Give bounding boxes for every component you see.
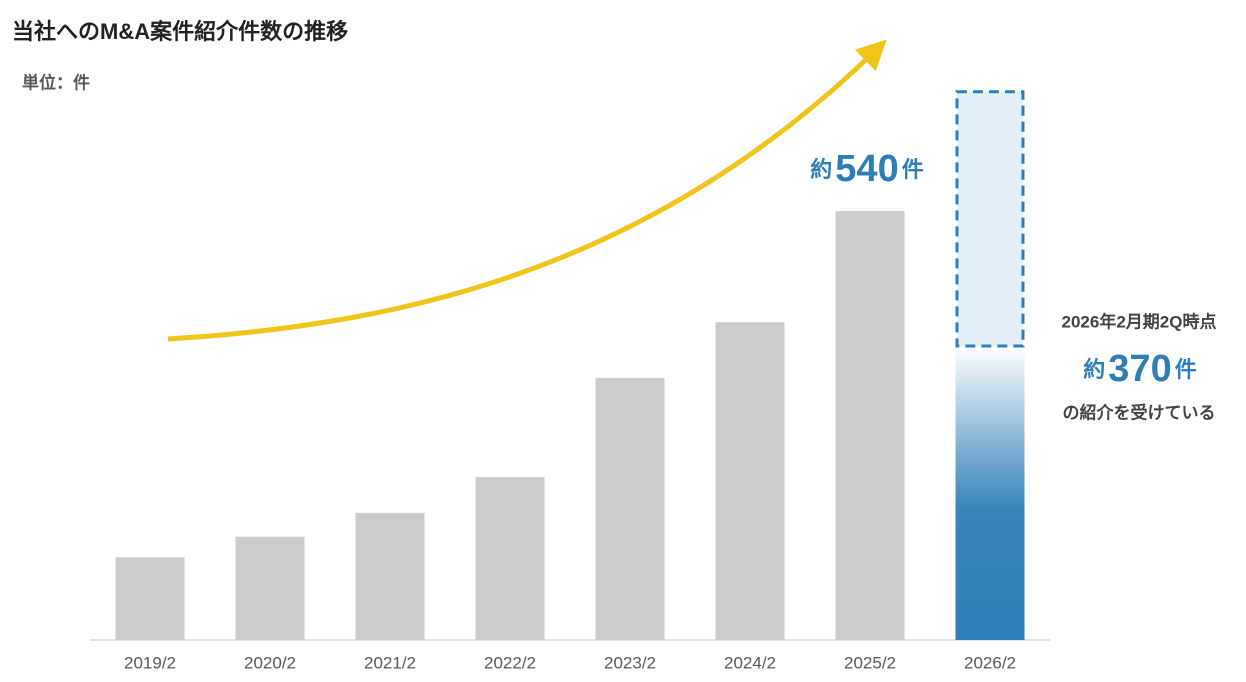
bar <box>955 346 1025 640</box>
x-tick-label: 2022/2 <box>484 653 536 672</box>
forecast-bar <box>955 90 1025 348</box>
value-label: 約370 件 <box>1083 348 1196 390</box>
value-label: 約540 件 <box>810 148 923 190</box>
x-tick-label: 2024/2 <box>724 653 776 672</box>
x-tick-label: 2020/2 <box>244 653 296 672</box>
x-tick-label: 2025/2 <box>844 653 896 672</box>
bar <box>595 377 665 640</box>
bar <box>835 211 905 640</box>
bar <box>715 322 785 640</box>
growth-arrow <box>167 39 887 342</box>
x-tick-label: 2021/2 <box>364 653 416 672</box>
x-tick-label: 2026/2 <box>964 653 1016 672</box>
unit-label: 単位：件 <box>22 72 90 92</box>
bar <box>355 512 425 640</box>
x-tick-label: 2023/2 <box>604 653 656 672</box>
annotation: の紹介を受けている <box>1063 402 1216 422</box>
annotation: 2026年2月期2Q時点 <box>1062 311 1217 331</box>
bar <box>475 477 545 640</box>
bar <box>115 557 185 640</box>
x-tick-label: 2019/2 <box>124 653 176 672</box>
bar <box>235 536 305 640</box>
chart-title: 当社へのM&A案件紹介件数の推移 <box>12 19 348 44</box>
